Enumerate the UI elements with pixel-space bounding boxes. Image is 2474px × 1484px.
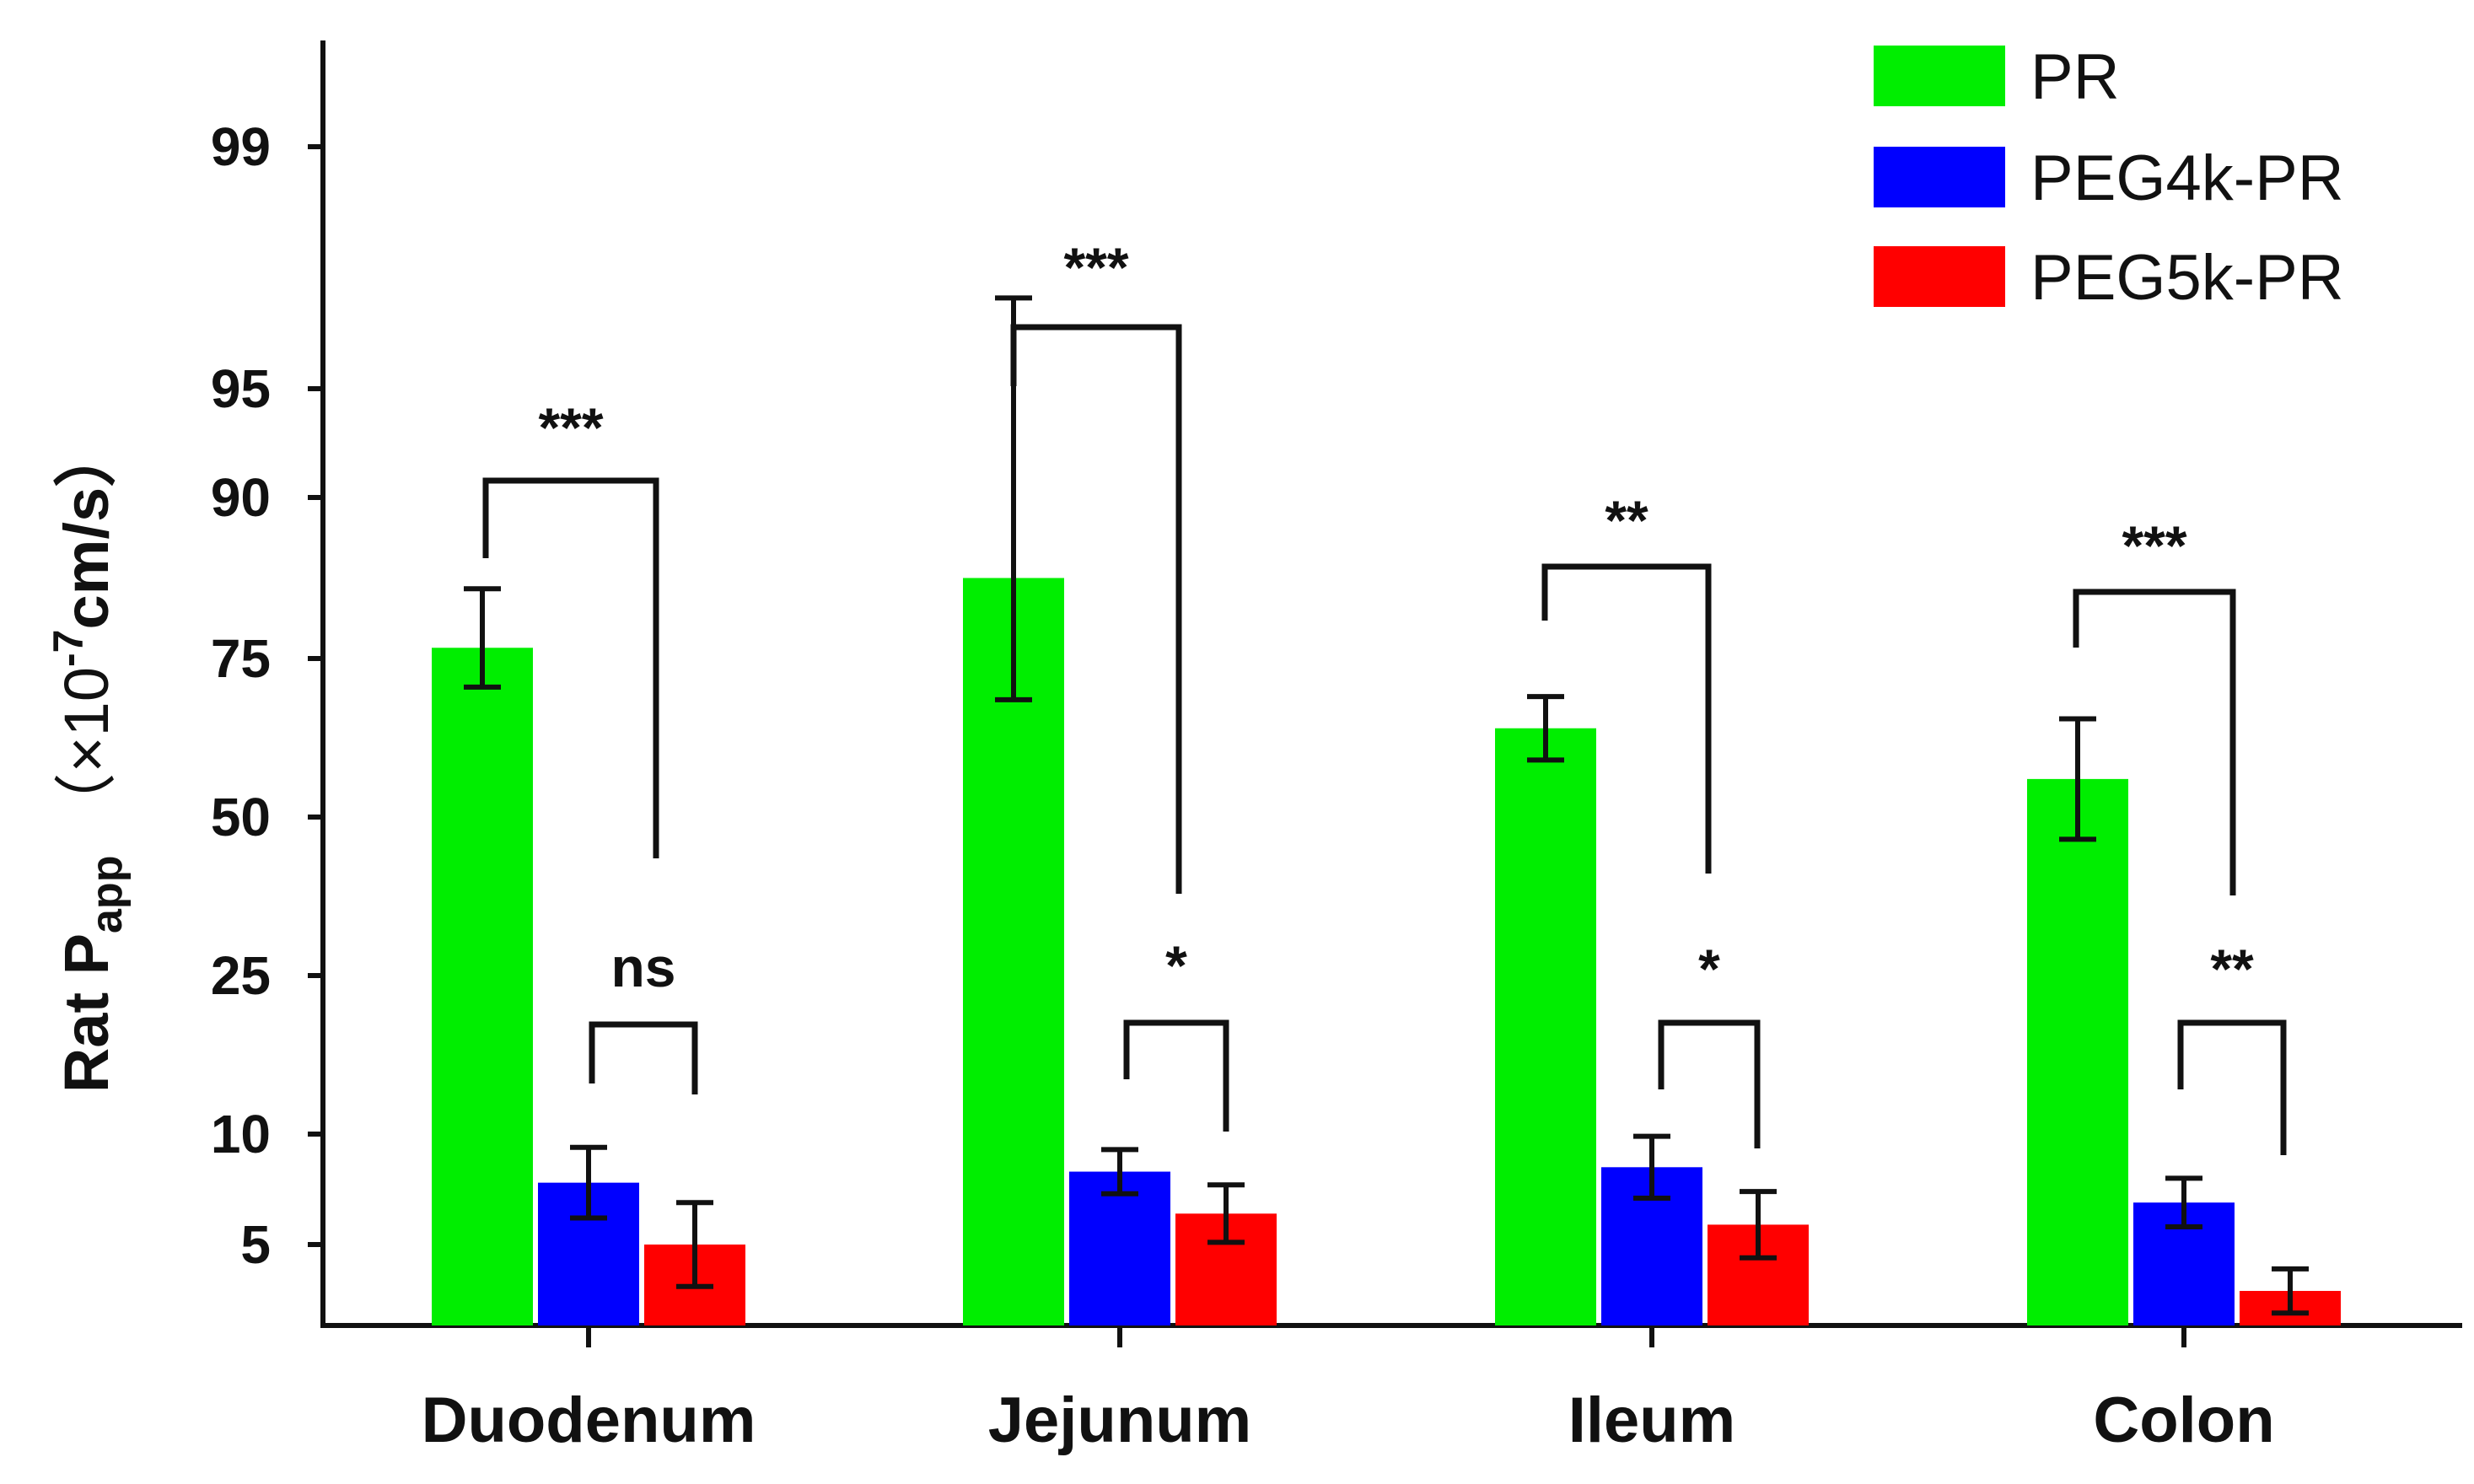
significance-bracket [1541, 563, 1712, 874]
legend: PR PEG4k-PR PEG5k-PR [1874, 41, 2344, 314]
legend-swatch-peg4k-pr [1874, 147, 2005, 207]
significance-label: ** [1605, 489, 1648, 551]
error-bar [2272, 1266, 2309, 1316]
bar-pr [432, 648, 533, 1325]
y-tick-label: 75 [211, 628, 271, 689]
error-bar [1633, 1133, 1670, 1201]
axes: 5 10 25 50 75 90 95 99 Duodenum Jejunum Ileum Colon [211, 40, 2462, 1456]
y-axis-label: Rat Papp（×10-7cm/s） [45, 425, 132, 1093]
error-bar [1207, 1182, 1245, 1245]
legend-swatch-peg5k-pr [1874, 246, 2005, 307]
significance-label: * [1165, 934, 1187, 997]
y-tick-label: 50 [211, 787, 271, 847]
legend-label: PEG4k-PR [2030, 142, 2344, 214]
legend-label: PR [2030, 41, 2120, 113]
legend-label: PEG5k-PR [2030, 242, 2344, 314]
error-bar [2165, 1175, 2202, 1230]
significance-bracket [2177, 1019, 2287, 1155]
bars [432, 295, 2341, 1325]
significance-bracket [1010, 324, 1182, 894]
significance-label: ** [2210, 938, 2254, 1000]
y-tick-label: 10 [211, 1104, 271, 1164]
error-bar [1101, 1147, 1138, 1196]
legend-swatch-pr [1874, 46, 2005, 106]
significance-bracket [589, 1021, 698, 1094]
error-bar [464, 586, 501, 690]
bar-peg4k-pr [1069, 1171, 1170, 1325]
significance-brackets: ***ns************ [482, 236, 2287, 1155]
x-tick-label: Ileum [1568, 1385, 1736, 1456]
x-tick-label: Colon [2093, 1385, 2274, 1456]
error-bar [676, 1200, 713, 1289]
error-bar [1527, 694, 1564, 763]
significance-bracket [2073, 589, 2236, 895]
y-tick-label: 5 [240, 1214, 271, 1275]
error-bar [570, 1144, 607, 1221]
significance-bracket [1123, 1019, 1229, 1132]
significance-label: *** [1063, 236, 1128, 298]
y-tick-label: 90 [211, 467, 271, 528]
error-bar [1740, 1189, 1777, 1261]
significance-bracket [1658, 1019, 1761, 1148]
bar-pr [1495, 728, 1596, 1325]
significance-label: *** [2122, 514, 2186, 577]
y-tick-label: 99 [211, 116, 271, 177]
significance-label: *** [538, 396, 603, 459]
bar-pr [963, 578, 1064, 1325]
error-bar [2059, 716, 2096, 842]
significance-label: ns [610, 936, 675, 998]
x-tick-label: Jejunum [988, 1385, 1252, 1456]
significance-bracket [482, 477, 659, 858]
bar-pr [2027, 778, 2128, 1325]
y-tick-label: 25 [211, 945, 271, 1006]
x-tick-label: Duodenum [422, 1385, 756, 1456]
y-tick-label: 95 [211, 358, 271, 419]
significance-label: * [1698, 938, 1720, 1000]
